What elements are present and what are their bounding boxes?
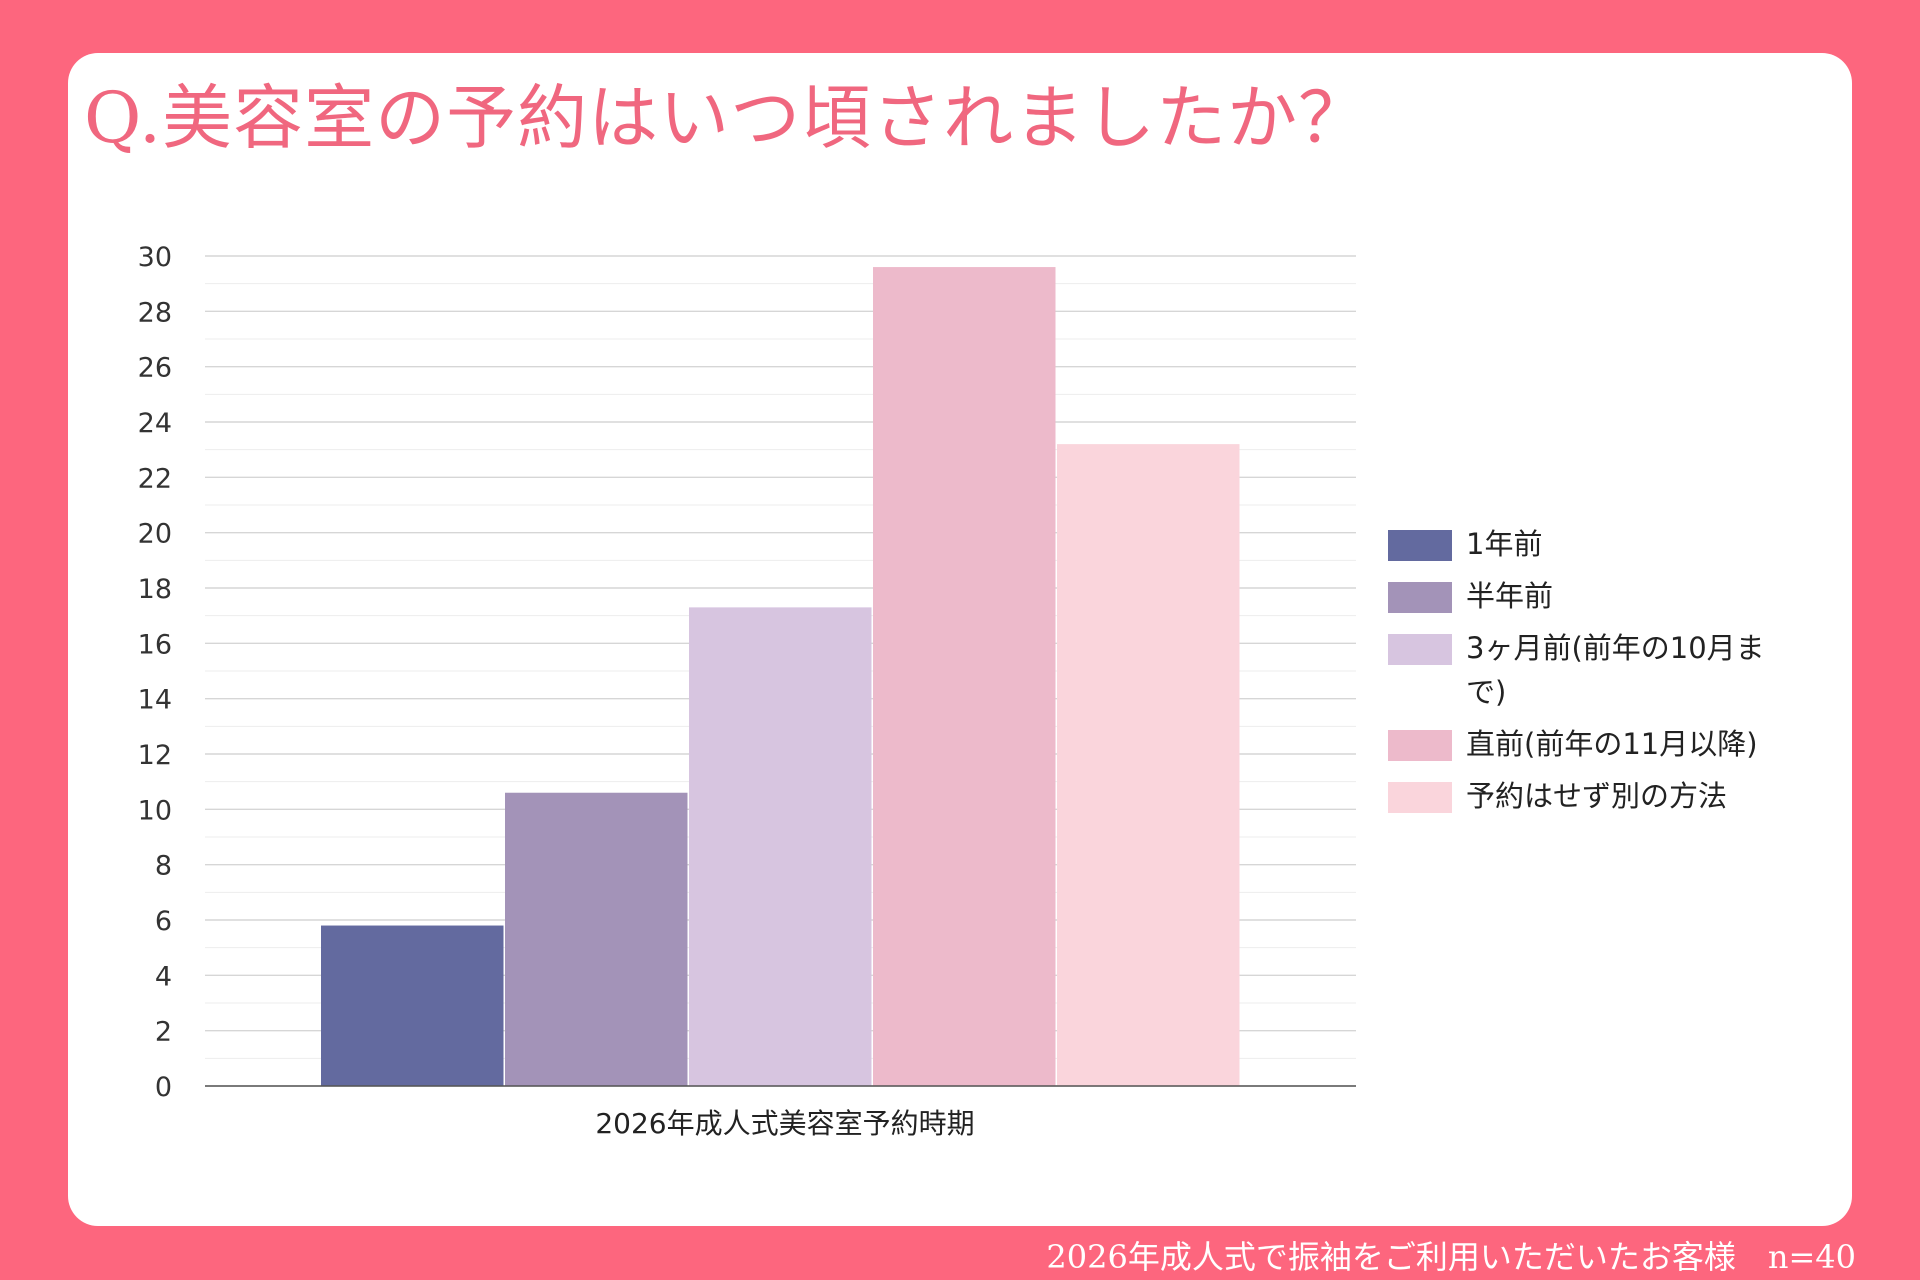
bar-3 bbox=[689, 607, 872, 1086]
footer-note: 2026年成人式で振袖をご利用いただいたお客様 n=40 bbox=[1046, 1238, 1856, 1276]
y-tick-label: 28 bbox=[138, 297, 172, 328]
y-tick-label: 16 bbox=[138, 629, 172, 660]
y-tick-label: 18 bbox=[138, 574, 172, 605]
y-tick-label: 24 bbox=[138, 408, 172, 439]
legend-swatch bbox=[1388, 582, 1452, 613]
bar-1 bbox=[321, 925, 504, 1086]
legend-item: 1年前 bbox=[1388, 527, 1808, 566]
y-tick-label: 22 bbox=[138, 463, 172, 494]
y-tick-label: 6 bbox=[155, 906, 172, 937]
bar-2 bbox=[505, 792, 688, 1086]
bar-5 bbox=[1057, 444, 1240, 1087]
y-tick-label: 20 bbox=[138, 519, 172, 550]
legend-label: 半年前 bbox=[1466, 579, 1554, 613]
y-tick-label: 14 bbox=[138, 685, 172, 716]
y-tick-label: 8 bbox=[155, 851, 172, 882]
chart-legend: 1年前半年前 3ヶ月前(前年の10月まで) 直前(前年の11月以降) 予約はせず別の方… bbox=[1388, 527, 1808, 832]
legend-label: 予約はせず別の方法 bbox=[1466, 779, 1728, 813]
legend-swatch bbox=[1388, 634, 1452, 665]
legend-item: 半年前 bbox=[1388, 579, 1808, 618]
legend-label: 直前(前年の11月以降) bbox=[1466, 727, 1758, 761]
legend-swatch bbox=[1388, 730, 1452, 761]
y-tick-label: 30 bbox=[138, 242, 172, 273]
legend-item: 3ヶ月前(前年の10月まで) bbox=[1388, 631, 1808, 714]
legend-item: 直前(前年の11月以降) bbox=[1388, 727, 1808, 766]
y-tick-label: 10 bbox=[138, 795, 172, 826]
y-tick-label: 12 bbox=[138, 740, 172, 771]
bar-4 bbox=[873, 267, 1056, 1087]
y-tick-label: 4 bbox=[155, 961, 172, 992]
x-axis-label: 2026年成人式美容室予約時期 bbox=[595, 1107, 974, 1140]
y-tick-label: 2 bbox=[155, 1017, 172, 1048]
legend-swatch bbox=[1388, 782, 1452, 813]
legend-label: 1年前 bbox=[1466, 527, 1543, 561]
page-title: Q.美容室の予約はいつ頃されましたか？ bbox=[84, 77, 1370, 159]
y-tick-label: 26 bbox=[138, 353, 172, 384]
legend-swatch bbox=[1388, 530, 1452, 561]
legend-label: 3ヶ月前(前年の10月まで) bbox=[1466, 631, 1765, 709]
legend-item: 予約はせず別の方法 bbox=[1388, 779, 1808, 818]
y-tick-label: 0 bbox=[155, 1072, 172, 1103]
